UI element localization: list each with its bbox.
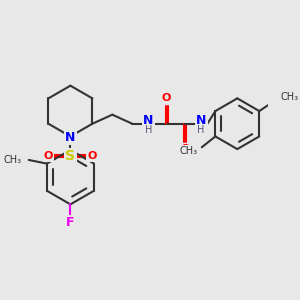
Text: H: H	[145, 125, 152, 135]
Text: O: O	[88, 151, 97, 161]
Text: O: O	[180, 144, 190, 154]
Text: N: N	[196, 114, 206, 127]
Text: F: F	[66, 216, 75, 229]
Text: CH₃: CH₃	[3, 155, 22, 165]
Text: CH₃: CH₃	[280, 92, 298, 102]
Text: N: N	[143, 114, 154, 127]
Text: O: O	[162, 93, 171, 103]
Text: H: H	[197, 125, 205, 135]
Text: O: O	[44, 151, 53, 161]
Text: CH₃: CH₃	[179, 146, 197, 156]
Text: N: N	[65, 131, 76, 144]
Text: S: S	[65, 149, 75, 163]
